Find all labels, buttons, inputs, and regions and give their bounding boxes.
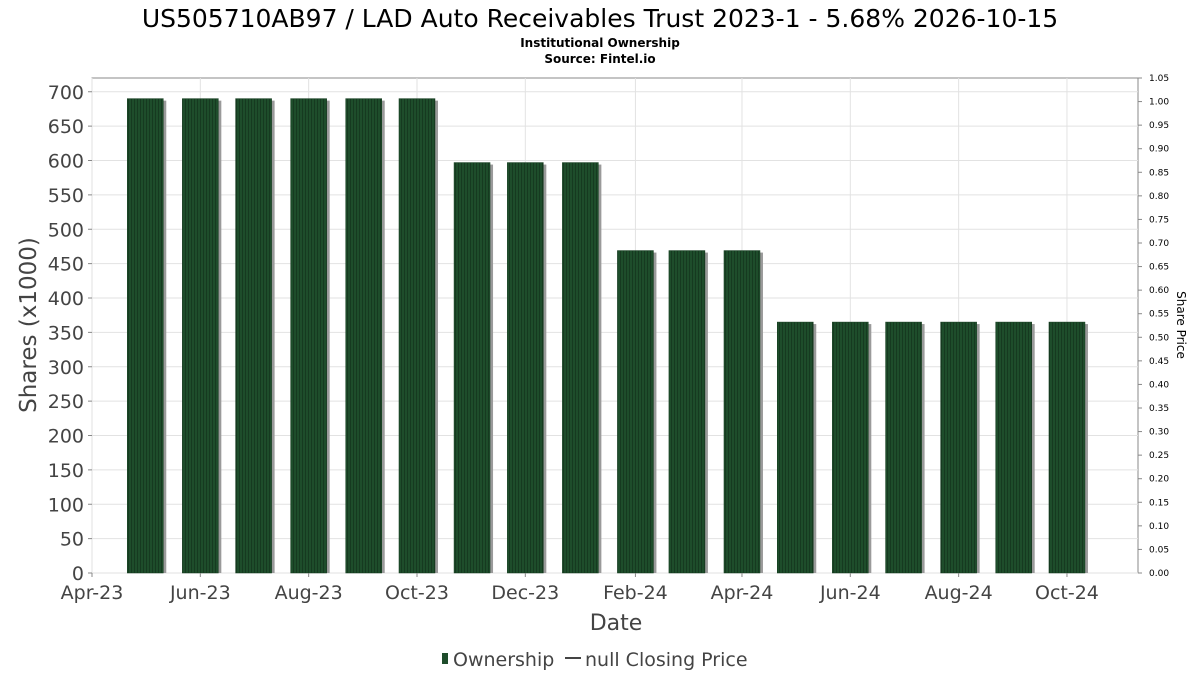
chart-subtitle: Institutional Ownership	[520, 36, 680, 50]
y-tick-label: 400	[48, 288, 84, 310]
y-tick-label: 250	[48, 391, 84, 413]
y-axis: 0 50 100 150 200 250 300 350 400 450 500 550 600 650 7…	[48, 82, 92, 585]
legend-closing-price-label: null Closing Price	[585, 649, 748, 671]
y2-tick-label: 0.75	[1149, 215, 1169, 225]
y-tick-label: 200	[48, 426, 84, 448]
ownership-bar	[668, 250, 706, 574]
ownership-bars	[127, 98, 1088, 574]
x-tick-label: Aug-24	[925, 582, 993, 604]
y-tick-label: 600	[48, 151, 84, 173]
y-tick-label: 150	[48, 460, 84, 482]
y2-tick-label: 0.65	[1149, 263, 1169, 273]
y2-tick-label: 0.40	[1149, 380, 1169, 390]
ownership-bar	[398, 98, 436, 574]
ownership-bar	[345, 98, 382, 574]
chart-title: US505710AB97 / LAD Auto Receivables Trus…	[142, 4, 1058, 33]
x-tick-label: Oct-24	[1035, 582, 1099, 604]
ownership-bar	[995, 321, 1032, 574]
y2-tick-label: 0.30	[1149, 428, 1169, 438]
ownership-bar	[885, 321, 922, 574]
ownership-bar	[453, 162, 491, 574]
y-tick-label: 550	[48, 185, 84, 207]
y-tick-label: 350	[48, 322, 84, 344]
x-tick-label: Dec-23	[491, 582, 559, 604]
y2-tick-label: 0.20	[1149, 475, 1169, 485]
ownership-bar	[940, 321, 977, 574]
y-tick-label: 650	[48, 116, 84, 138]
x-tick-label: Oct-23	[385, 582, 449, 604]
y2-tick-label: 0.05	[1149, 545, 1169, 555]
ownership-bar	[1048, 321, 1086, 574]
y2-axis: 0.00 0.05 0.10 0.15 0.20 0.25 0.30 0.35 0.40 0.45…	[1138, 74, 1169, 579]
legend-ownership-swatch	[442, 653, 448, 664]
legend-ownership-label: Ownership	[453, 649, 554, 671]
ownership-bar	[777, 321, 814, 574]
y2-tick-label: 0.55	[1149, 310, 1169, 320]
y2-tick-label: 0.70	[1149, 239, 1169, 249]
y2-tick-label: 0.80	[1149, 192, 1169, 202]
y2-tick-label: 0.45	[1149, 357, 1169, 367]
y-tick-label: 100	[48, 494, 84, 516]
y-tick-label: 0	[72, 563, 84, 585]
y2-tick-label: 0.50	[1149, 333, 1169, 343]
x-tick-label: Apr-24	[711, 582, 774, 604]
ownership-bar	[182, 98, 219, 574]
ownership-bar	[507, 162, 544, 574]
x-tick-label: Aug-23	[275, 582, 343, 604]
x-tick-label: Jun-23	[169, 582, 231, 604]
y-tick-label: 700	[48, 82, 84, 104]
y2-tick-label: 0.85	[1149, 168, 1169, 178]
legend: Ownership null Closing Price	[442, 649, 748, 671]
x-axis-label: Date	[590, 611, 643, 636]
x-axis: Apr-23 Jun-23 Aug-23 Oct-23 Dec-23 Feb-24 Apr-…	[61, 573, 1099, 604]
y2-tick-label: 1.00	[1149, 98, 1169, 108]
y-tick-label: 500	[48, 219, 84, 241]
y2-tick-label: 0.00	[1149, 569, 1169, 579]
y2-axis-label: Share Price	[1174, 291, 1188, 359]
y2-tick-label: 0.60	[1149, 286, 1169, 296]
y-axis-label: Shares (x1000)	[16, 237, 42, 413]
y-tick-label: 50	[60, 529, 84, 551]
y2-tick-label: 0.10	[1149, 522, 1169, 532]
ownership-bar	[617, 250, 654, 574]
chart-source: Source: Fintel.io	[544, 52, 655, 66]
ownership-bar	[832, 321, 869, 574]
y2-tick-label: 0.95	[1149, 121, 1169, 131]
y2-tick-label: 0.15	[1149, 498, 1169, 508]
y-tick-label: 450	[48, 254, 84, 276]
ownership-bar	[235, 98, 272, 574]
x-tick-label: Feb-24	[603, 582, 668, 604]
ownership-bar	[127, 98, 164, 574]
y2-tick-label: 1.05	[1149, 74, 1169, 84]
y-tick-label: 300	[48, 357, 84, 379]
y2-tick-label: 0.25	[1149, 451, 1169, 461]
ownership-bar	[723, 250, 761, 574]
y2-tick-label: 0.90	[1149, 145, 1169, 155]
ownership-bar	[290, 98, 327, 574]
y2-tick-label: 0.35	[1149, 404, 1169, 414]
ownership-bar	[562, 162, 599, 574]
x-tick-label: Jun-24	[819, 582, 881, 604]
x-tick-label: Apr-23	[61, 582, 124, 604]
